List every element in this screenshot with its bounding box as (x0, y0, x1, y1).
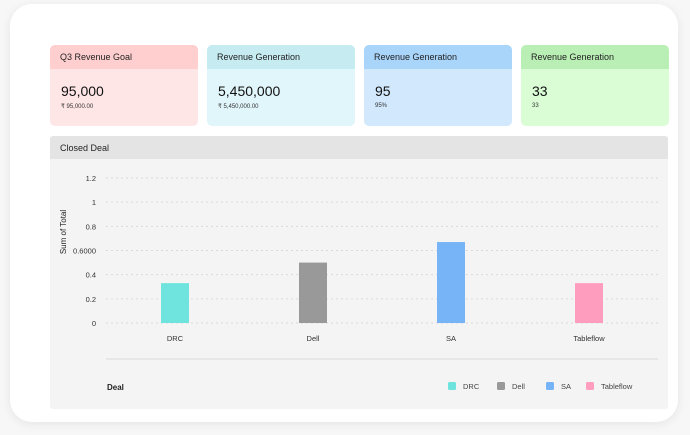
bar-dell (299, 262, 327, 323)
card-value: 5,450,000 (218, 83, 281, 99)
card-subvalue: ₹ 95,000.00 (61, 104, 94, 110)
card-title: Revenue Generation (364, 45, 512, 69)
chart-bars (161, 242, 603, 323)
x-axis-labels: DRC Dell SA Tableflow (167, 334, 605, 343)
legend-swatch-tableflow (586, 382, 594, 390)
y-axis-title: Sum of Total (59, 210, 68, 255)
y-tick-label: 0.4 (86, 271, 96, 280)
y-axis-ticks: 0 0.2 0.4 0.6000 0.8 1 1.2 (73, 174, 96, 328)
card-value: 95 (375, 83, 391, 99)
chart-legend: DRC Dell SA Tableflow (448, 382, 633, 391)
card-revenue-generation-percent[interactable]: Revenue Generation 95 95% (364, 45, 512, 126)
chart-grid (106, 177, 658, 324)
y-tick-label: 0.6000 (73, 247, 96, 256)
x-tick-label: Tableflow (573, 334, 605, 343)
closed-deal-panel: Closed Deal 0 0.2 0.4 0.6000 0.8 1 1.2 DRC Dell… (50, 136, 668, 409)
bar-drc (161, 283, 189, 323)
y-tick-label: 0 (92, 319, 96, 328)
card-value: 95,000 (61, 83, 104, 99)
x-tick-label: Dell (307, 334, 320, 343)
y-tick-label: 0.8 (86, 222, 96, 231)
card-subvalue: 95% (375, 103, 388, 109)
card-subvalue: ₹ 5,450,000.00 (218, 104, 259, 110)
card-value: 33 (532, 83, 548, 99)
card-revenue-generation-amount[interactable]: Revenue Generation 5,450,000 ₹ 5,450,000… (207, 45, 355, 126)
card-revenue-generation-count[interactable]: Revenue Generation 33 33 (521, 45, 669, 126)
card-subvalue: 33 (532, 103, 539, 109)
bar-tableflow (575, 283, 603, 323)
legend-label: Dell (512, 382, 525, 391)
card-title: Q3 Revenue Goal (50, 45, 198, 69)
legend-swatch-drc (448, 382, 456, 390)
x-tick-label: DRC (167, 334, 184, 343)
card-title: Revenue Generation (521, 45, 669, 69)
card-title: Revenue Generation (207, 45, 355, 69)
y-tick-label: 1 (92, 198, 96, 207)
card-q3-revenue-goal[interactable]: Q3 Revenue Goal 95,000 ₹ 95,000.00 (50, 45, 198, 126)
legend-label: DRC (463, 382, 480, 391)
y-tick-label: 1.2 (86, 174, 96, 183)
legend-label: Tableflow (601, 382, 633, 391)
legend-label: SA (561, 382, 571, 391)
y-tick-label: 0.2 (86, 295, 96, 304)
legend-swatch-sa (546, 382, 554, 390)
legend-swatch-dell (497, 382, 505, 390)
bar-sa (437, 242, 465, 323)
x-axis-title: Deal (107, 383, 124, 392)
x-tick-label: SA (446, 334, 456, 343)
panel-title: Closed Deal (50, 136, 668, 159)
